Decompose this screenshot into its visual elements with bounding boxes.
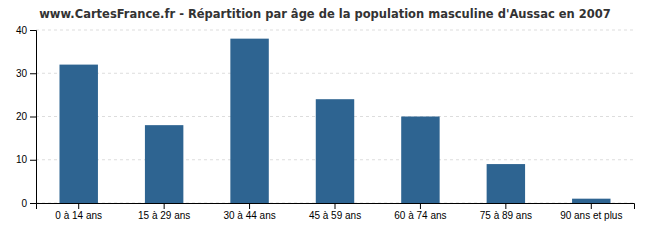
bar [316,99,354,203]
bars [59,39,610,203]
grid-line [36,30,634,31]
title: www.CartesFrance.fr - Répartition par âg… [39,7,611,21]
tick-mark [164,203,165,209]
tick-label: 45 à 59 ans [309,210,361,221]
tick-mark [249,203,250,209]
tick-label: 30 [16,68,28,79]
tick: 30 [16,68,36,79]
tick: 60 à 74 ans [394,203,446,221]
tick-mark [30,117,36,118]
tick-label: 40 [16,25,28,36]
tick-mark [505,203,506,209]
axis-line [30,31,37,204]
tick-mark [30,203,36,204]
tick-label: 15 à 29 ans [138,210,190,221]
tick-label: 60 à 74 ans [394,210,446,221]
tick: 15 à 29 ans [138,203,190,221]
tick-label: 75 à 89 ans [480,210,532,221]
tick-label: 0 [21,198,27,209]
tick: 75 à 89 ans [480,203,532,221]
tick-mark [30,160,36,161]
tick-mark [78,203,79,209]
bar [487,164,525,203]
tick-mark [420,203,421,209]
tick-label: 0 à 14 ans [55,210,102,221]
plot: 0 10 20 30 40 0 à 14 ans 15 à 29 ans 30 à 44 an… [16,25,635,221]
y-axis: 0 10 20 30 40 [16,25,37,209]
x-axis: 0 à 14 ans 15 à 29 ans 30 à 44 ans 45 à 59 … [37,203,635,221]
tick-label: 20 [16,111,28,122]
axis-line [37,204,635,210]
tick: 30 à 44 ans [223,203,275,221]
bar [59,65,97,203]
tick-label: 90 ans et plus [560,210,622,221]
tick-label: 10 [16,154,28,165]
tick-mark [30,73,36,74]
tick: 20 [16,111,36,122]
tick: 0 [21,198,36,209]
bar [145,125,183,203]
tick-mark [30,30,36,31]
tick: 45 à 59 ans [309,203,361,221]
bar [401,117,439,204]
tick: 90 ans et plus [560,203,622,221]
tick: 10 [16,154,36,165]
tick-mark [335,203,336,209]
tick-mark [591,203,592,209]
bar [572,199,610,203]
grid [36,30,634,203]
bar [230,39,268,203]
tick: 0 à 14 ans [55,203,102,221]
tick-label: 30 à 44 ans [223,210,275,221]
chart: www.CartesFrance.fr - Répartition par âg… [0,0,650,229]
tick: 40 [16,25,36,36]
grid-line [36,73,634,74]
